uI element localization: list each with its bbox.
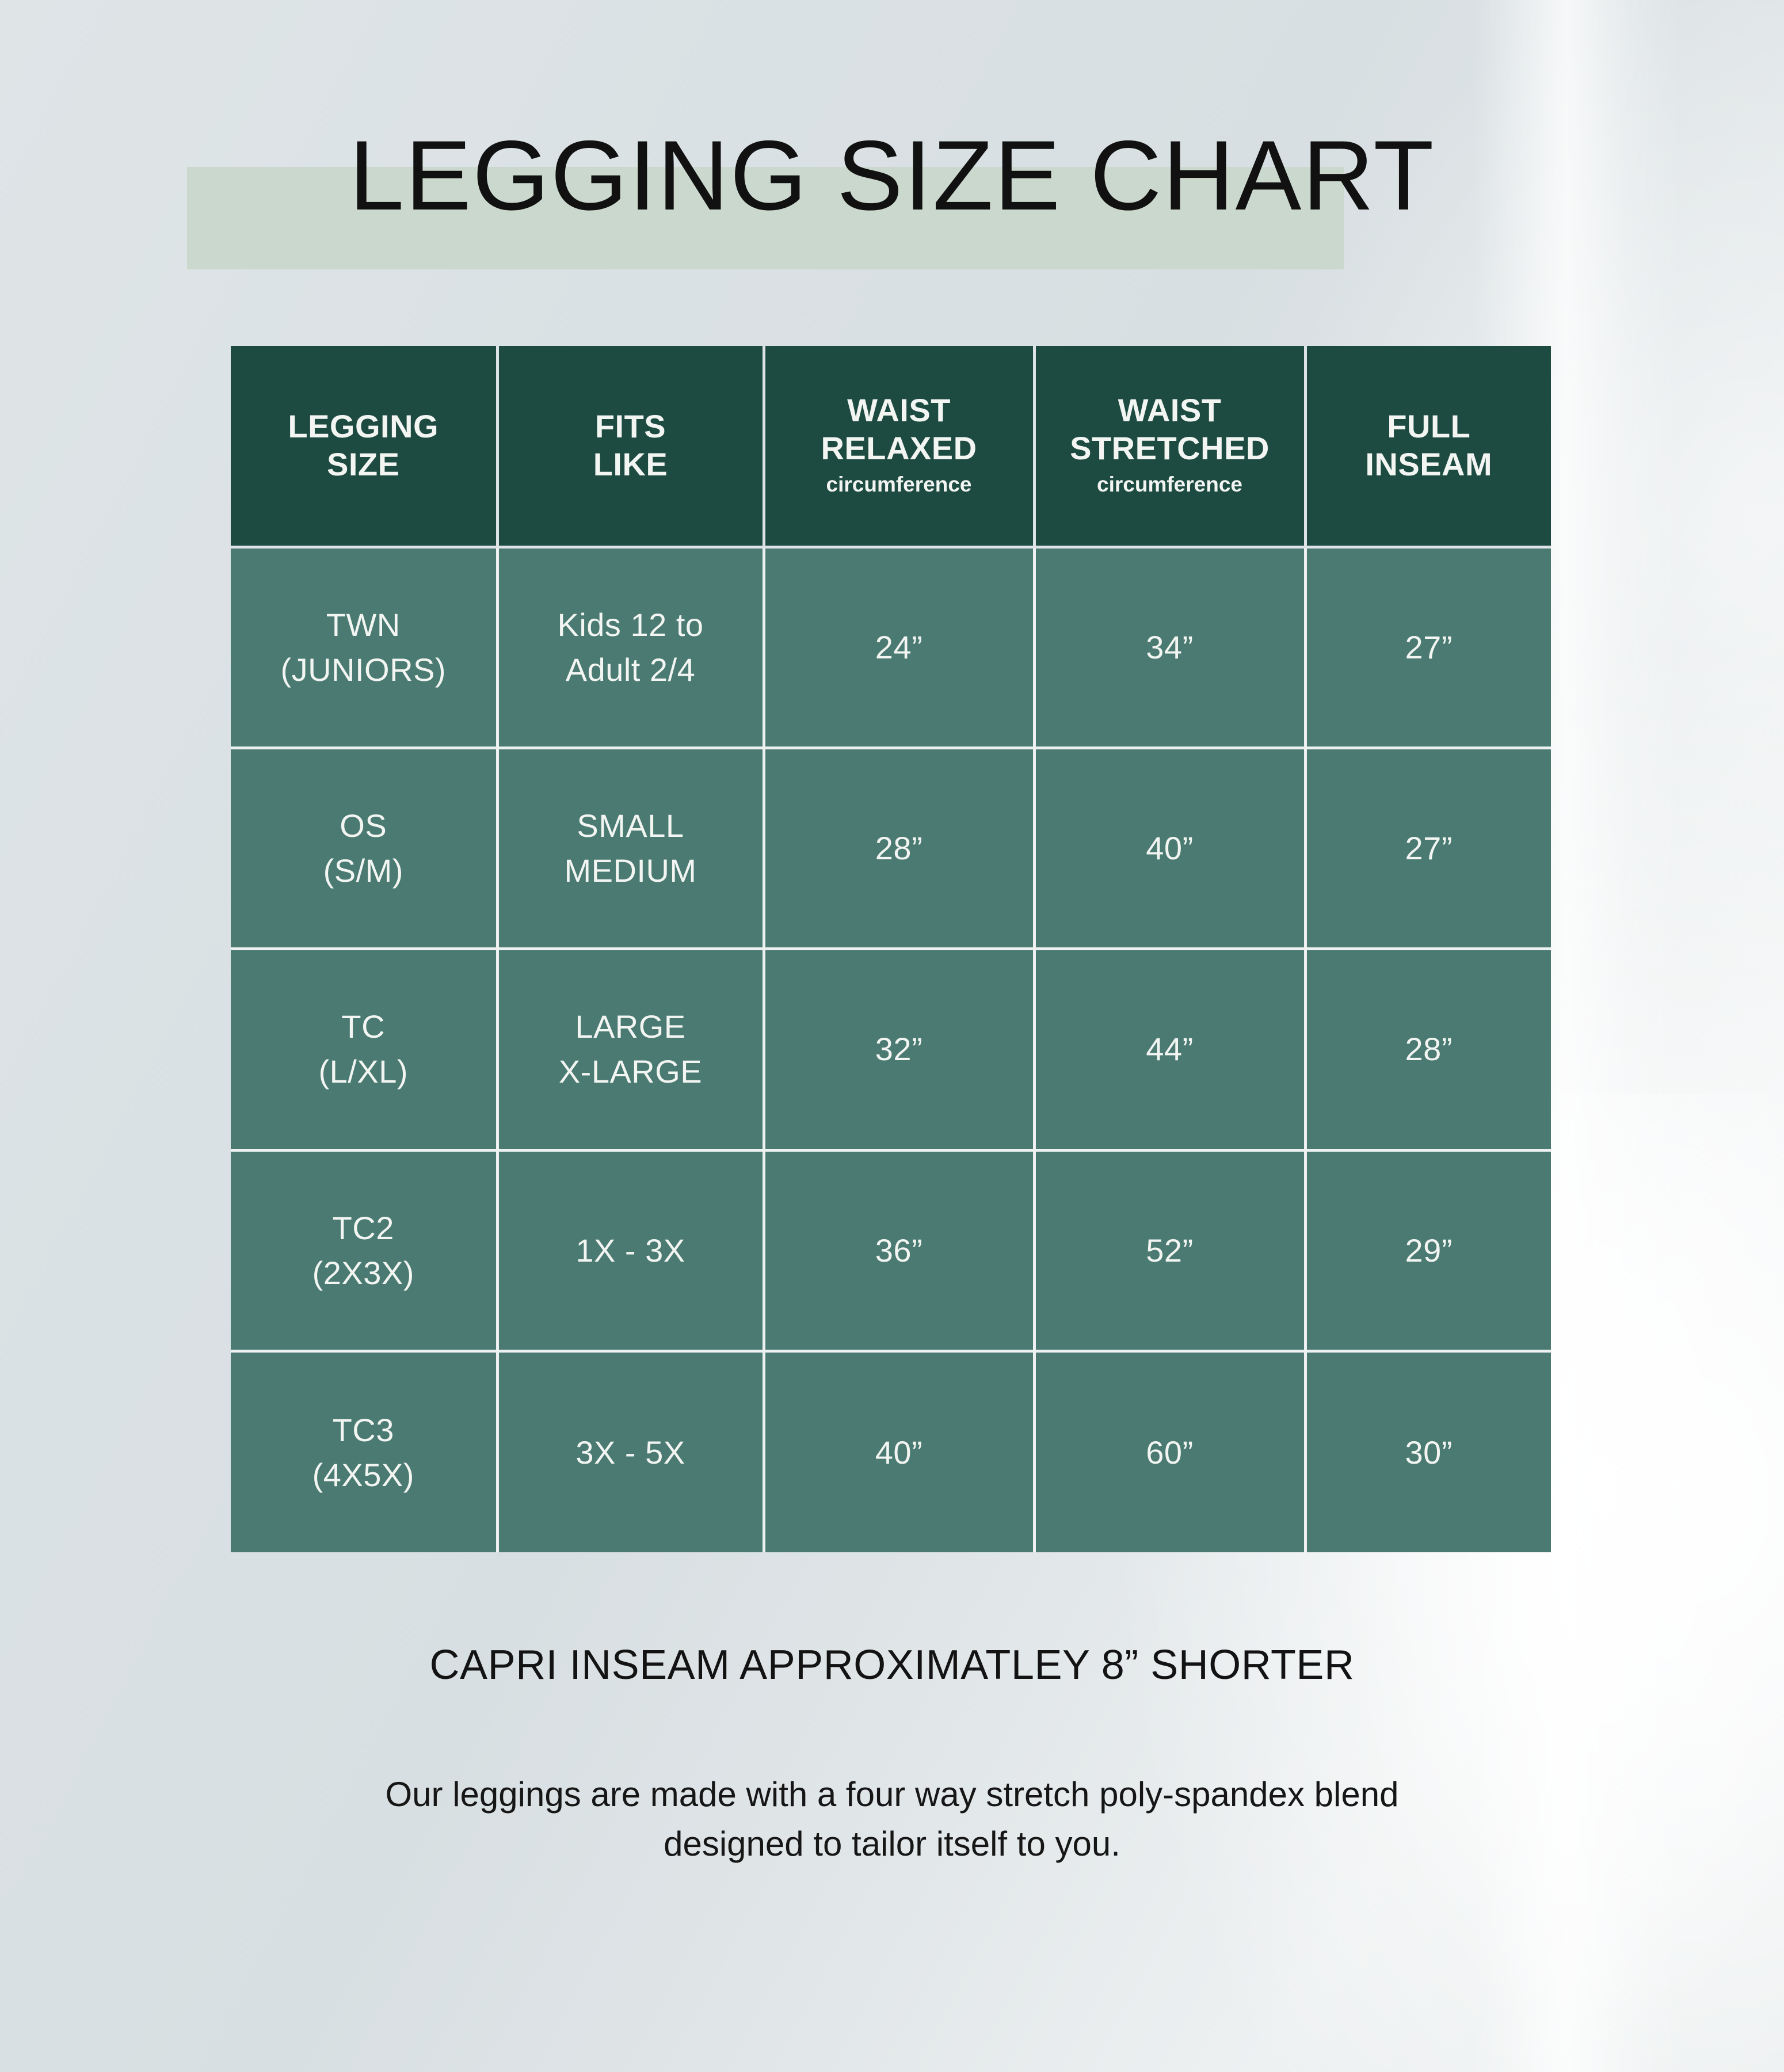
cell-fits-like: LARGE X-LARGE [497,949,765,1152]
cell-fits-like: Kids 12 to Adult 2/4 [497,547,765,749]
cell-value: Kids 12 to Adult 2/4 [557,606,704,688]
cell-legging-size: TC3 (4X5X) [231,1351,499,1552]
cell-legging-size: TC (L/XL) [231,949,499,1152]
cell-waist-relaxed: 40” [764,1351,1036,1552]
cell-value: OS (S/M) [323,808,403,889]
column-header-waist-stretched: WAIST STRETCHED circumference [1034,346,1307,549]
column-header-main: LEGGING SIZE [288,408,439,483]
title-highlight-band [187,167,1344,269]
cell-value: 36” [875,1232,923,1269]
cell-value: 60” [1146,1434,1194,1471]
cell-value: 1X - 3X [575,1232,685,1269]
column-header-sub: circumference [826,473,972,497]
cell-value: 40” [1146,830,1194,867]
column-header-legging-size: LEGGING SIZE [231,346,499,549]
column-header-sub: circumference [1097,473,1242,497]
table-row: TC2 (2X3X) 1X - 3X 36” 52” 29” [231,1150,1551,1353]
cell-legging-size: OS (S/M) [231,748,499,951]
cell-value: 40” [875,1434,923,1471]
cell-full-inseam: 28” [1305,949,1551,1152]
cell-fits-like: 1X - 3X [497,1150,765,1353]
column-header-main: WAIST STRETCHED [1070,392,1270,467]
legging-size-table: LEGGING SIZE FITS LIKE WAIST RELAXED cir… [231,346,1551,1552]
cell-fits-like: SMALL MEDIUM [497,748,765,951]
cell-value: SMALL MEDIUM [564,808,697,889]
cell-waist-relaxed: 36” [764,1150,1036,1353]
cell-value: 32” [875,1031,923,1068]
table-row: OS (S/M) SMALL MEDIUM 28” 40” 27” [231,748,1551,951]
cell-legging-size: TC2 (2X3X) [231,1150,499,1353]
table-body: TWN (JUNIORS) Kids 12 to Adult 2/4 24” 3… [231,547,1551,1552]
column-header-fits-like: FITS LIKE [497,346,765,549]
cell-waist-stretched: 34” [1034,547,1307,749]
column-header-waist-relaxed: WAIST RELAXED circumference [764,346,1036,549]
cell-value: LARGE X-LARGE [558,1008,703,1090]
cell-waist-stretched: 52” [1034,1150,1307,1353]
cell-fits-like: 3X - 5X [497,1351,765,1552]
cell-value: TC (L/XL) [318,1008,408,1090]
cell-value: TC2 (2X3X) [312,1209,414,1291]
cell-value: 30” [1405,1434,1453,1471]
column-header-main: FULL INSEAM [1365,408,1493,483]
cell-full-inseam: 27” [1305,748,1551,951]
cell-legging-size: TWN (JUNIORS) [231,547,499,749]
cell-value: 24” [875,629,923,665]
capri-inseam-note: CAPRI INSEAM APPROXIMATLEY 8” SHORTER [429,1642,1355,1688]
table-row: TC3 (4X5X) 3X - 5X 40” 60” 30” [231,1351,1551,1552]
cell-value: TC3 (4X5X) [312,1411,414,1493]
cell-full-inseam: 29” [1305,1150,1551,1353]
cell-value: 27” [1405,629,1453,665]
page-title: LEGGING SIZE CHART [349,120,1435,231]
cell-waist-relaxed: 24” [764,547,1036,749]
column-header-main: FITS LIKE [593,408,668,483]
column-header-full-inseam: FULL INSEAM [1305,346,1551,549]
cell-waist-stretched: 44” [1034,949,1307,1152]
table-row: TC (L/XL) LARGE X-LARGE 32” 44” 28” [231,949,1551,1152]
cell-full-inseam: 27” [1305,547,1551,749]
cell-value: 3X - 5X [575,1434,685,1471]
cell-value: 34” [1146,629,1194,665]
cell-value: 27” [1405,830,1453,867]
cell-value: 44” [1146,1031,1194,1068]
cell-value: TWN (JUNIORS) [280,606,447,688]
column-header-main: WAIST RELAXED [821,392,977,467]
cell-value: 29” [1405,1232,1453,1269]
table-row: TWN (JUNIORS) Kids 12 to Adult 2/4 24” 3… [231,547,1551,749]
cell-waist-relaxed: 32” [764,949,1036,1152]
title-block: LEGGING SIZE CHART [0,104,1784,294]
cell-waist-relaxed: 28” [764,748,1036,951]
cell-value: 28” [875,830,923,867]
table-header: LEGGING SIZE FITS LIKE WAIST RELAXED cir… [231,346,1551,549]
cell-value: 52” [1146,1232,1194,1269]
cell-waist-stretched: 60” [1034,1351,1307,1552]
cell-full-inseam: 30” [1305,1351,1551,1552]
fabric-description: Our leggings are made with a four way st… [385,1775,1399,1863]
cell-value: 28” [1405,1031,1453,1068]
cell-waist-stretched: 40” [1034,748,1307,951]
header-row: LEGGING SIZE FITS LIKE WAIST RELAXED cir… [231,346,1551,549]
